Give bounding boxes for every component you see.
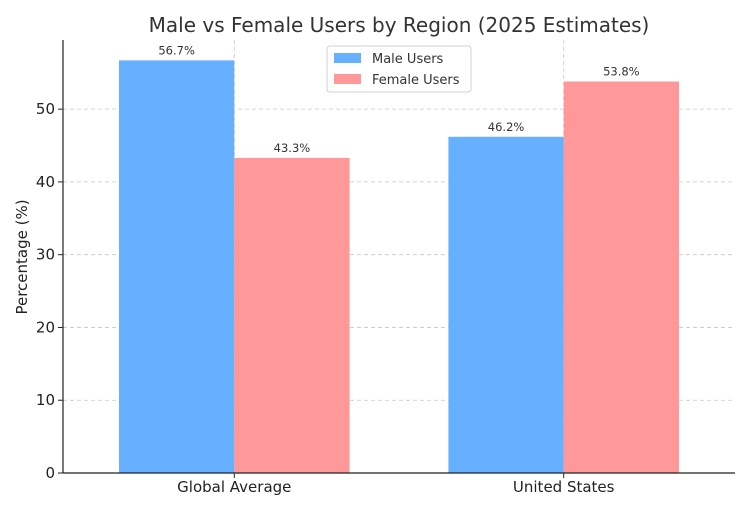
bar-value-label: 53.8% <box>603 64 640 78</box>
y-tick-label: 0 <box>45 464 55 482</box>
bar <box>234 157 350 473</box>
bars <box>119 60 679 474</box>
y-tick-label: 40 <box>36 173 55 191</box>
bar <box>563 81 679 473</box>
legend-swatch <box>334 74 361 84</box>
bar-value-label: 46.2% <box>488 120 525 134</box>
legend-swatch <box>334 53 361 63</box>
x-tick-label: Global Average <box>177 478 291 496</box>
data-labels: 56.7% 46.2% 43.3% 53.8% <box>158 43 639 155</box>
bar <box>448 136 564 473</box>
legend: Male Users Female Users <box>326 45 472 93</box>
bar-value-label: 56.7% <box>158 43 195 57</box>
y-tick-label: 10 <box>36 391 55 409</box>
axes: 0 10 20 30 40 50 Global Average United States <box>36 40 735 496</box>
y-tick-label: 20 <box>36 318 55 336</box>
legend-label: Male Users <box>372 52 444 67</box>
y-axis-label: Percentage (%) <box>13 199 31 314</box>
y-tick-label: 30 <box>36 246 55 264</box>
y-tick-label: 50 <box>36 100 55 118</box>
x-tick-label: United States <box>513 478 615 496</box>
chart-title: Male vs Female Users by Region (2025 Est… <box>149 13 650 37</box>
legend-label: Female Users <box>372 73 460 88</box>
legend-box <box>326 45 472 93</box>
bar-value-label: 43.3% <box>274 141 311 155</box>
bar <box>119 60 235 474</box>
